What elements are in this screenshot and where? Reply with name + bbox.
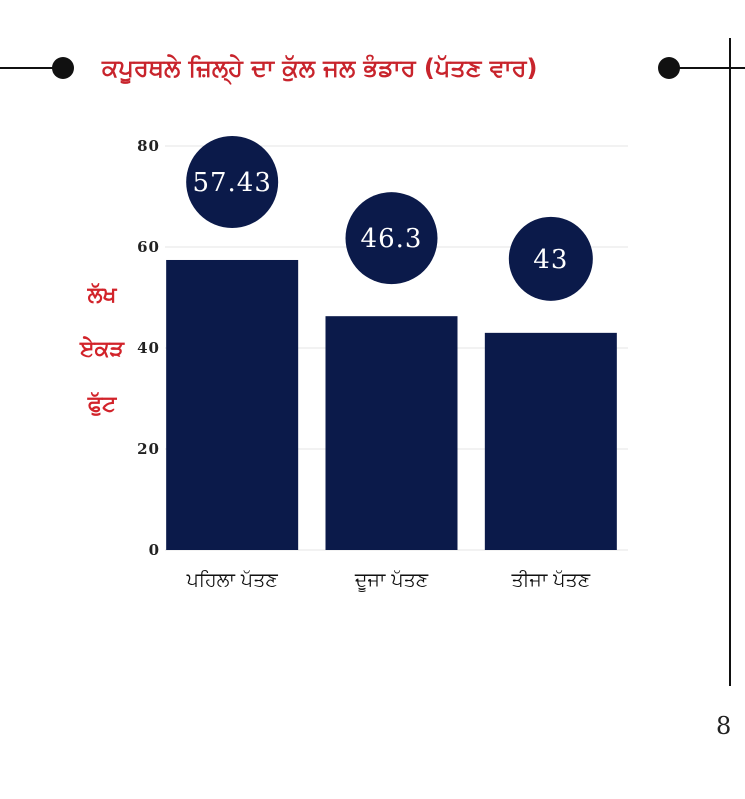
y-axis-label-line-2: ਏਕੜ bbox=[79, 337, 124, 362]
left-header-rule bbox=[0, 67, 64, 69]
data-label: 46.3 bbox=[361, 224, 423, 254]
bar bbox=[166, 259, 299, 550]
right-header-rule bbox=[670, 67, 745, 69]
right-header-dot bbox=[658, 57, 680, 79]
bar bbox=[484, 332, 617, 550]
y-axis-label-line-3: ਫੁੱਟ bbox=[87, 392, 117, 417]
y-tick-label: 0 bbox=[149, 541, 160, 559]
y-tick-label: 20 bbox=[137, 440, 160, 458]
data-label-circle bbox=[345, 192, 438, 285]
x-tick-label: ਦੂਜਾ ਪੱਤਣ bbox=[354, 569, 429, 593]
page-vertical-rule bbox=[729, 38, 731, 686]
chart-title: ਕਪੂਰਥਲੇ ਜ਼ਿਲ੍ਹੇ ਦਾ ਕੁੱਲ ਜਲ ਭੰਡਾਰ (ਪੱਤਣ ਵ… bbox=[102, 54, 538, 82]
bar bbox=[325, 316, 458, 550]
left-header-dot bbox=[52, 57, 74, 79]
data-label-circle bbox=[508, 216, 593, 301]
data-label: 43 bbox=[533, 245, 568, 275]
y-tick-label: 60 bbox=[137, 238, 160, 256]
data-label-circle bbox=[186, 135, 279, 228]
page-number: 8 bbox=[716, 712, 732, 740]
data-label: 57.43 bbox=[192, 168, 271, 198]
y-axis-label-line-1: ਲੱਖ bbox=[87, 283, 117, 308]
x-tick-label: ਤੀਜਾ ਪੱਤਣ bbox=[511, 569, 591, 591]
y-tick-label: 40 bbox=[137, 339, 160, 357]
y-tick-label: 80 bbox=[137, 137, 160, 155]
x-tick-label: ਪਹਿਲਾ ਪੱਤਣ bbox=[186, 569, 279, 591]
